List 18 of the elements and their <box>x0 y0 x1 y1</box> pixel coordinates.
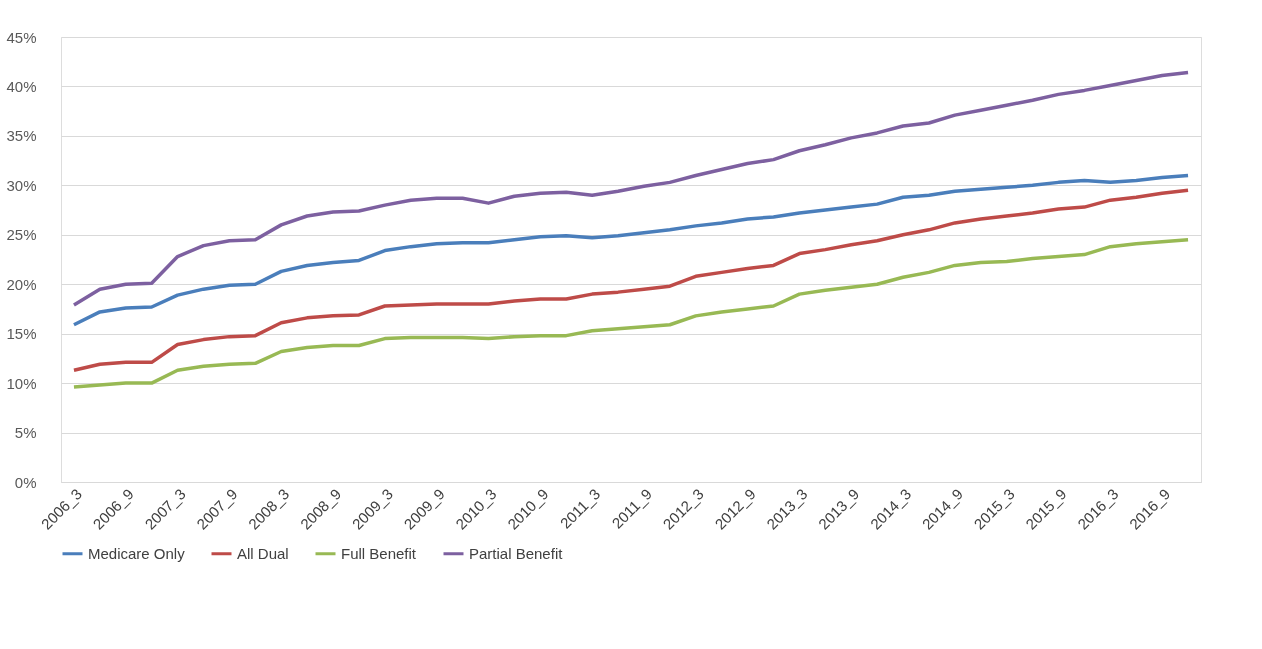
y-tick-label: 35% <box>6 127 37 145</box>
y-tick-label: 0% <box>14 473 37 491</box>
y-tick-label: 5% <box>14 424 37 442</box>
legend-label: Full Benefit <box>341 544 417 562</box>
line-series <box>72 70 1190 307</box>
legend-label: All Dual <box>237 544 289 562</box>
y-tick-label: 30% <box>6 176 37 194</box>
line-series <box>72 237 1190 389</box>
y-tick-label: 15% <box>6 325 37 343</box>
y-tick-label: 45% <box>6 28 37 46</box>
line-series <box>72 188 1190 373</box>
line-series <box>72 173 1190 327</box>
y-tick-label: 10% <box>6 374 37 392</box>
y-tick-label: 40% <box>6 77 37 95</box>
y-tick-label: 20% <box>6 275 37 293</box>
legend-label: Medicare Only <box>88 544 186 562</box>
legend-label: Partial Benefit <box>469 544 564 562</box>
y-tick-label: 25% <box>6 226 37 244</box>
